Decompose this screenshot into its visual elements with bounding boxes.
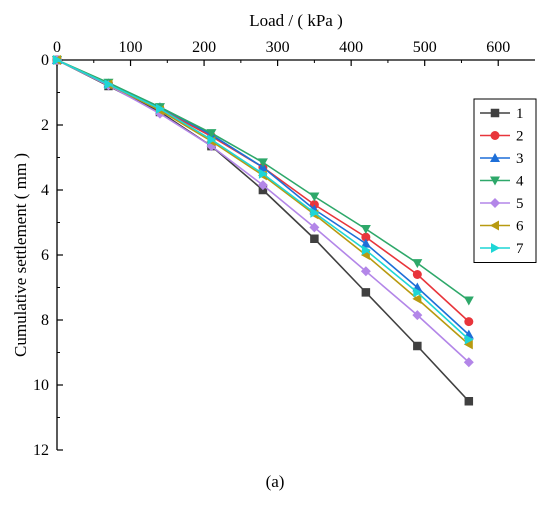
data-point	[413, 287, 423, 298]
data-point	[310, 234, 319, 243]
series-5	[52, 55, 474, 368]
legend-label: 7	[516, 241, 524, 257]
legend-item-1: 1	[480, 106, 524, 122]
series-line-3	[56, 59, 470, 336]
y-tick-label: 12	[33, 442, 49, 459]
x-tick-label: 400	[339, 39, 363, 56]
legend-marker	[491, 243, 500, 253]
legend-label: 6	[516, 219, 524, 235]
data-point	[464, 334, 474, 345]
y-tick-label: 8	[41, 312, 49, 329]
series-line-1	[56, 59, 470, 402]
legend-item-7: 7	[480, 241, 524, 257]
data-point	[412, 310, 423, 321]
data-point	[413, 341, 422, 351]
legend-item-3: 3	[480, 151, 524, 167]
data-point	[361, 232, 371, 242]
legend-marker	[490, 176, 500, 186]
data-point	[310, 207, 320, 218]
data-point	[360, 266, 371, 277]
data-point	[206, 129, 217, 139]
legend-item-4: 4	[480, 174, 524, 190]
series-7	[53, 55, 474, 345]
x-tick-label: 200	[192, 39, 216, 56]
data-point	[412, 270, 422, 279]
data-point	[257, 180, 268, 191]
y-tick-label: 2	[41, 117, 49, 134]
series-line-5	[56, 59, 470, 363]
series-line-6	[56, 59, 470, 345]
series-line-7	[56, 59, 470, 341]
legend: 1 2 3 4 5 6 7	[473, 98, 537, 263]
legend-marker	[490, 220, 499, 231]
x-tick-label: 300	[266, 39, 290, 56]
y-tick-label: 0	[41, 52, 49, 69]
legend-label: 2	[516, 129, 524, 145]
legend-label: 3	[516, 151, 524, 167]
y-tick-label: 4	[41, 182, 49, 199]
legend-marker	[490, 108, 500, 118]
data-point	[309, 222, 320, 233]
data-point	[361, 288, 371, 297]
x-tick-label: 500	[413, 39, 437, 56]
series-1	[52, 55, 474, 406]
legend-label: 1	[516, 106, 524, 122]
data-point	[309, 192, 320, 202]
data-point	[464, 397, 474, 406]
y-axis-title: Cumulative settlement ( mm )	[11, 153, 30, 357]
data-point	[258, 168, 268, 179]
legend-marker	[490, 198, 500, 208]
series-3	[52, 55, 474, 339]
legend-label: 5	[516, 196, 524, 212]
x-tick-label: 0	[53, 39, 61, 56]
data-point	[53, 55, 62, 65]
series-layer	[52, 55, 474, 406]
y-tick-label: 10	[33, 377, 49, 394]
data-point	[463, 339, 473, 350]
legend-item-2: 2	[480, 129, 524, 145]
data-point	[412, 293, 422, 304]
data-point	[207, 134, 217, 145]
legend-item-5: 5	[480, 196, 524, 212]
x-tick-label: 100	[119, 39, 143, 56]
data-point	[257, 158, 268, 168]
y-tick-label: 6	[41, 247, 49, 264]
data-point	[464, 317, 474, 327]
data-point	[155, 103, 165, 114]
data-point	[361, 245, 371, 256]
data-point	[360, 225, 371, 234]
data-point	[360, 238, 371, 248]
data-point	[412, 259, 423, 269]
legend-marker	[490, 131, 500, 140]
data-point	[463, 357, 474, 368]
legend-marker	[490, 153, 500, 162]
figure-caption: (a)	[265, 472, 285, 491]
legend-item-6: 6	[480, 219, 524, 235]
legend-label: 4	[516, 174, 524, 190]
data-point	[104, 79, 114, 90]
data-point	[463, 296, 474, 306]
x-tick-label: 600	[486, 39, 510, 56]
series-6	[52, 55, 473, 350]
x-axis-title: Load / ( kPa )	[249, 11, 342, 30]
